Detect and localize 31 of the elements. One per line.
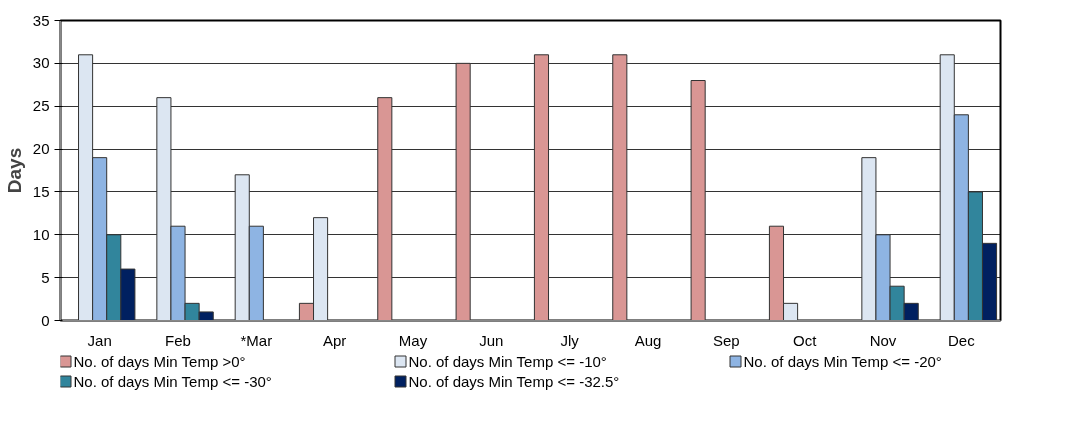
- y-tick-label: 20: [32, 140, 50, 158]
- x-tick-label: Nov: [869, 331, 897, 349]
- x-tick-label: Apr: [323, 331, 347, 349]
- y-tick-label: 30: [32, 54, 50, 72]
- x-tick-label: Dec: [948, 331, 976, 349]
- y-tick-label: 10: [32, 225, 50, 243]
- y-tick-label: 5: [41, 268, 50, 286]
- y-tick-label: 35: [32, 11, 50, 29]
- x-tick-label: Jly: [560, 331, 580, 349]
- bar: [377, 97, 393, 321]
- x-tick-label: *Mar: [240, 331, 273, 349]
- y-tick-label: 25: [32, 97, 50, 115]
- x-tick-label: Sep: [712, 331, 740, 349]
- legend-label: No. of days Min Temp <= -30°: [73, 373, 272, 390]
- x-tick-label: Aug: [634, 331, 662, 349]
- bar: [690, 80, 706, 321]
- bar: [455, 62, 471, 321]
- x-tick-label: Jan: [87, 331, 112, 349]
- legend-label: No. of days Min Temp <= -20°: [743, 353, 942, 370]
- legend-label: No. of days Min Temp <= -10°: [408, 353, 607, 370]
- y-tick-label: 15: [32, 182, 50, 200]
- x-tick-label: Jun: [479, 331, 504, 349]
- bar: [533, 54, 550, 321]
- legend-label: No. of days Min Temp <= -32.5°: [408, 373, 620, 390]
- y-tick-label: 0: [41, 311, 50, 329]
- y-axis-title: Days: [3, 147, 25, 194]
- x-tick-label: Oct: [793, 331, 818, 349]
- legend-label: No. of days Min Temp >0°: [73, 353, 246, 370]
- x-tick-label: Feb: [165, 331, 191, 349]
- x-tick-label: May: [398, 331, 428, 349]
- bar: [612, 54, 628, 321]
